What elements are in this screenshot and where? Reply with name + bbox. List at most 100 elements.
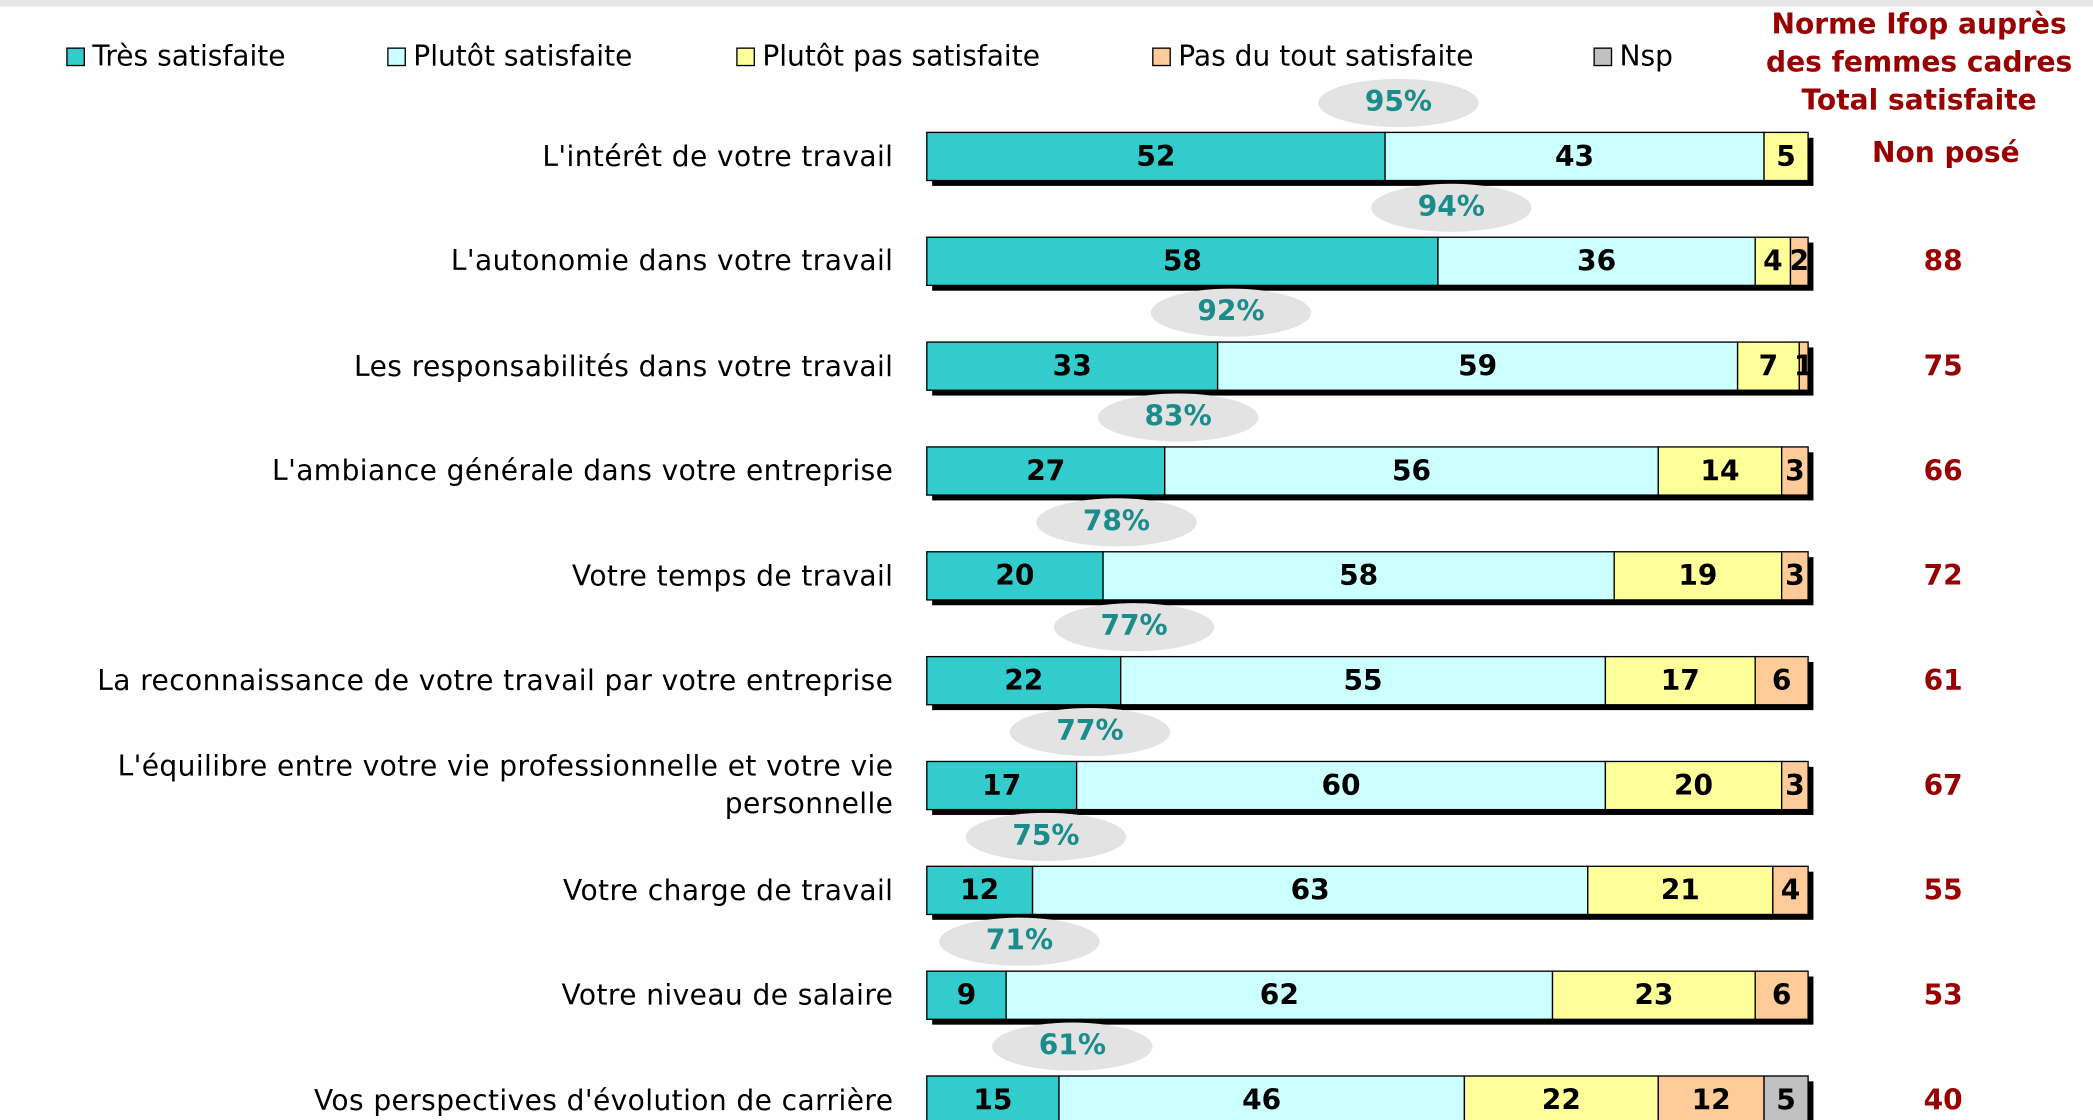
norm-value: 67 bbox=[1924, 769, 1963, 802]
segment-label: 17 bbox=[982, 769, 1021, 802]
category-label-box: Les responsabilités dans votre travail bbox=[354, 350, 894, 383]
bar-segment bbox=[1075, 760, 1607, 811]
total-bubble bbox=[1036, 498, 1197, 547]
segment-label: 4 bbox=[1763, 245, 1783, 278]
segment-label: 52 bbox=[1136, 140, 1175, 173]
bar-segment bbox=[1102, 551, 1615, 601]
segment-label: 19 bbox=[1678, 559, 1717, 592]
segment-label: 2 bbox=[1790, 245, 1810, 278]
segment-label: 59 bbox=[1458, 349, 1497, 382]
legend-label: Pas du tout satisfaite bbox=[1178, 40, 1473, 73]
category-label-box: L'ambiance générale dans votre entrepris… bbox=[272, 454, 894, 488]
segment-label: 5 bbox=[1776, 140, 1796, 173]
segment-label: 62 bbox=[1260, 979, 1299, 1012]
segment-label: 12 bbox=[1692, 1083, 1731, 1116]
norm-value: 66 bbox=[1924, 454, 1963, 487]
segment-label: 23 bbox=[1634, 979, 1673, 1012]
segment-label: 36 bbox=[1577, 245, 1616, 278]
total-bubble bbox=[1318, 78, 1479, 128]
category-label: Les responsabilités dans votre travail bbox=[354, 350, 894, 383]
category-label-box: L'intérêt de votre travail bbox=[542, 140, 894, 173]
norm-title: Norme Ifop auprès bbox=[1772, 7, 2067, 40]
segment-label: 21 bbox=[1661, 874, 1700, 907]
bar-segment bbox=[1780, 551, 1809, 601]
norm-value: 53 bbox=[1924, 979, 1963, 1012]
bar-segment bbox=[1657, 1075, 1765, 1120]
segment-label: 1 bbox=[1794, 349, 1814, 382]
norm-value: Non posé bbox=[1872, 136, 2020, 169]
category-label: Vos perspectives d'évolution de carrière bbox=[313, 1084, 894, 1117]
legend-swatch bbox=[1152, 47, 1171, 67]
segment-label: 58 bbox=[1339, 559, 1378, 592]
total-bubble bbox=[1009, 707, 1171, 757]
segment-label: 56 bbox=[1392, 454, 1431, 487]
norm-title: des femmes cadres bbox=[1766, 46, 2072, 79]
segment-label: 3 bbox=[1785, 454, 1805, 487]
bar-segment bbox=[1754, 655, 1809, 706]
segment-label: 55 bbox=[1344, 664, 1383, 697]
bar-segment bbox=[1789, 236, 1809, 287]
bar-segment bbox=[1587, 865, 1774, 916]
total-bubble bbox=[1150, 288, 1312, 337]
bar-segment bbox=[1798, 341, 1809, 391]
bar-segment bbox=[926, 655, 1122, 706]
segment-label: 15 bbox=[973, 1083, 1012, 1116]
segment-label: 33 bbox=[1053, 349, 1092, 382]
segment-label: 6 bbox=[1772, 979, 1792, 1012]
bar-segment bbox=[1164, 446, 1659, 496]
bar-segment bbox=[1754, 236, 1792, 287]
bar-segment bbox=[926, 1075, 1060, 1120]
segment-label: 5 bbox=[1776, 1083, 1796, 1116]
total-label: 77% bbox=[1056, 714, 1123, 747]
category-label-box: Vos perspectives d'évolution de carrière bbox=[313, 1084, 894, 1117]
total-label: 71% bbox=[986, 924, 1053, 957]
legend-swatch bbox=[736, 47, 755, 67]
bar-segment bbox=[1058, 1075, 1466, 1120]
bar-segment bbox=[1005, 970, 1554, 1020]
segment-label: 4 bbox=[1781, 874, 1801, 907]
legend-swatch bbox=[387, 47, 406, 67]
category-label: Votre charge de travail bbox=[563, 874, 894, 907]
segment-label: 6 bbox=[1772, 664, 1792, 697]
segment-label: 20 bbox=[1674, 769, 1713, 802]
bar-segment bbox=[1780, 760, 1809, 811]
segment-label: 9 bbox=[957, 979, 977, 1012]
segment-label: 46 bbox=[1242, 1083, 1281, 1116]
norm-value: 75 bbox=[1924, 349, 1963, 382]
category-label: L'intérêt de votre travail bbox=[542, 140, 894, 173]
category-label-box: La reconnaissance de votre travail par v… bbox=[97, 665, 893, 697]
segment-label: 22 bbox=[1004, 664, 1043, 697]
category-label-box: L'équilibre entre votre vie professionne… bbox=[118, 751, 893, 821]
bar-segment bbox=[1763, 1075, 1809, 1120]
bar-segment bbox=[1384, 131, 1765, 182]
norm-value: 55 bbox=[1924, 874, 1963, 907]
category-label: Votre temps de travail bbox=[571, 559, 894, 592]
bar-segment bbox=[926, 131, 1386, 182]
segment-label: 7 bbox=[1759, 349, 1779, 382]
category-label: L'ambiance générale dans votre entrepris… bbox=[272, 454, 894, 488]
category-label: L'autonomie dans votre travail bbox=[450, 245, 894, 278]
top-band bbox=[0, 0, 2093, 7]
segment-label: 3 bbox=[1785, 769, 1805, 802]
norm-value: 72 bbox=[1924, 559, 1963, 592]
segment-label: 27 bbox=[1026, 454, 1065, 487]
total-bubble bbox=[1371, 183, 1532, 232]
legend-label: Plutôt pas satisfaite bbox=[762, 40, 1040, 73]
total-label: 75% bbox=[1012, 819, 1079, 852]
bar-segment bbox=[1657, 446, 1783, 496]
norm-value: 40 bbox=[1924, 1083, 1963, 1116]
total-bubble bbox=[1053, 603, 1215, 652]
total-label: 77% bbox=[1100, 609, 1167, 642]
total-bubble bbox=[1097, 393, 1259, 442]
bar-segment bbox=[1604, 655, 1756, 706]
legend-label: Très satisfaite bbox=[91, 40, 285, 73]
bar-segment bbox=[1551, 970, 1756, 1020]
total-label: 61% bbox=[1039, 1029, 1106, 1062]
bar-segment bbox=[1754, 970, 1809, 1020]
segment-label: 20 bbox=[995, 559, 1034, 592]
segment-label: 22 bbox=[1542, 1083, 1581, 1116]
total-bubble bbox=[939, 917, 1100, 966]
category-label-box: Votre niveau de salaire bbox=[561, 979, 893, 1011]
bar-segment bbox=[1437, 236, 1756, 287]
total-label: 83% bbox=[1145, 400, 1212, 433]
